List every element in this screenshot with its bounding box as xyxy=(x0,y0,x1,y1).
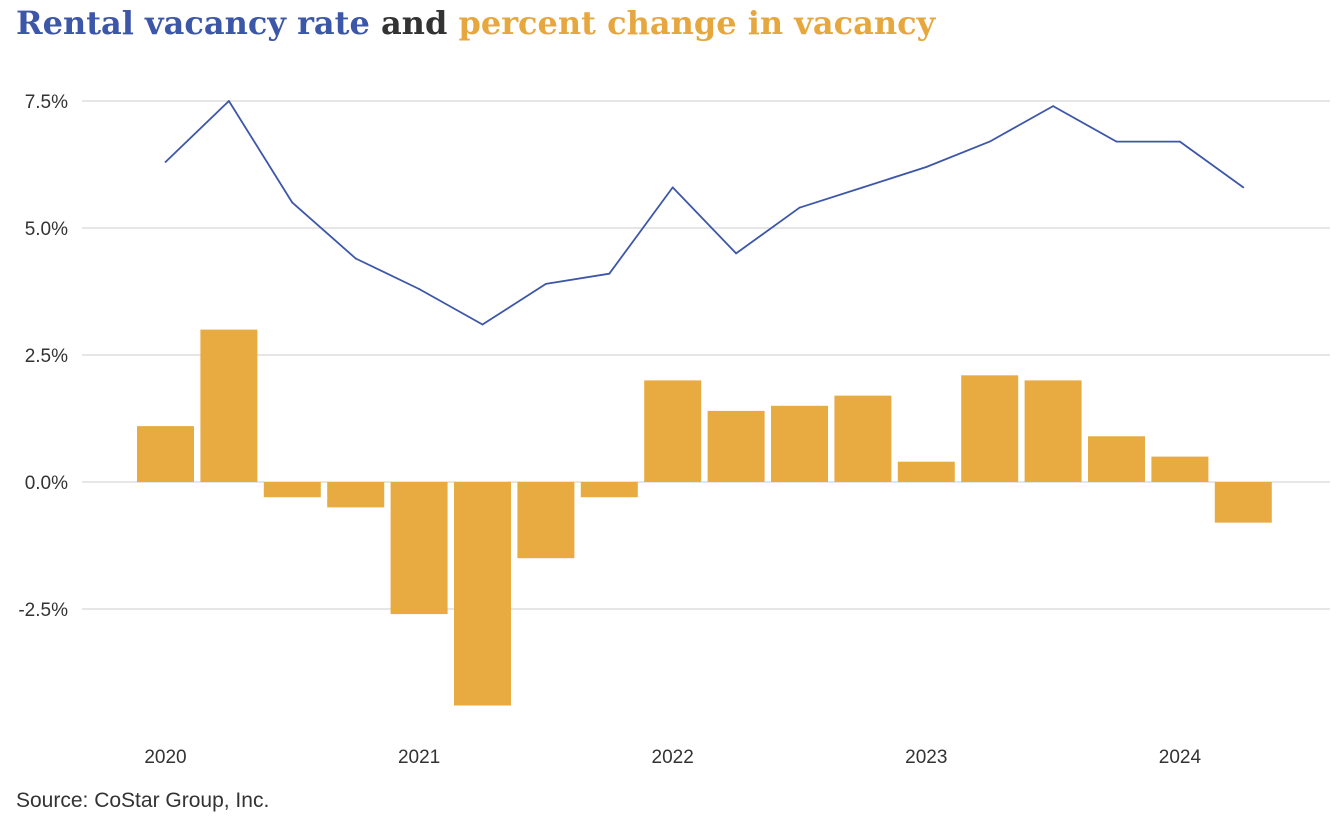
x-tick-label: 2021 xyxy=(398,747,440,768)
bar xyxy=(200,329,258,482)
bar xyxy=(1088,436,1145,482)
x-axis: 2020 2021 2022 2023 2024 xyxy=(144,747,1201,768)
bar xyxy=(1151,456,1209,482)
line-point xyxy=(988,140,991,143)
bar xyxy=(517,482,575,559)
chart-title: Rental vacancy rate and percent change i… xyxy=(16,4,935,42)
bar xyxy=(834,395,892,482)
bar xyxy=(1214,482,1272,523)
bar xyxy=(644,380,702,482)
line-point xyxy=(228,100,230,102)
gridlines xyxy=(82,100,1330,610)
bar xyxy=(454,482,511,706)
bar xyxy=(961,375,1019,482)
x-tick-label: 2023 xyxy=(905,747,947,768)
bar xyxy=(771,405,828,482)
y-tick-label: -2.5% xyxy=(18,600,68,621)
x-tick-label: 2020 xyxy=(144,747,186,768)
line-point xyxy=(1115,140,1118,143)
line-point xyxy=(608,272,611,275)
y-tick-label: 7.5% xyxy=(25,92,68,113)
bar xyxy=(263,482,321,498)
line-point xyxy=(798,206,801,209)
line-point xyxy=(671,186,674,189)
line-point xyxy=(735,252,737,255)
line-series xyxy=(164,100,1245,326)
line-point xyxy=(291,201,294,204)
y-tick-label: 2.5% xyxy=(25,346,68,367)
y-axis: 7.5% 5.0% 2.5% 0.0% -2.5% xyxy=(18,92,68,621)
x-tick-label: 2022 xyxy=(652,747,694,768)
title-and: and xyxy=(380,4,448,42)
line-point xyxy=(862,186,864,189)
bar-series xyxy=(137,329,1272,706)
line-point xyxy=(418,288,420,290)
source-note: Source: CoStar Group, Inc. xyxy=(16,789,270,812)
y-tick-label: 5.0% xyxy=(25,219,68,240)
bar xyxy=(390,482,448,615)
vacancy-rate-line xyxy=(164,100,1244,326)
line-point xyxy=(925,166,928,168)
title-percent-change: percent change in vacancy xyxy=(458,4,936,42)
title-vacancy-rate: Rental vacancy rate xyxy=(16,4,370,42)
bar xyxy=(1024,380,1082,482)
bar xyxy=(580,482,638,498)
line-point xyxy=(354,257,357,260)
line-point xyxy=(545,282,547,285)
y-tick-label: 0.0% xyxy=(25,473,68,494)
bar xyxy=(897,461,955,482)
bar xyxy=(707,410,765,482)
x-tick-label: 2024 xyxy=(1159,747,1202,768)
line-point xyxy=(481,323,484,326)
line-point xyxy=(164,161,167,163)
line-point xyxy=(1242,186,1245,189)
bar xyxy=(327,482,385,508)
line-point xyxy=(1052,105,1054,107)
bar xyxy=(137,426,194,482)
line-point xyxy=(1179,140,1181,143)
